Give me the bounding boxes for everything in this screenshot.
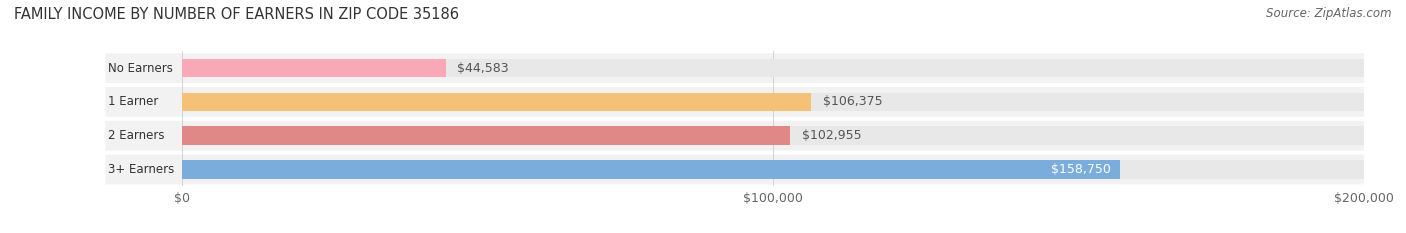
Text: $44,583: $44,583 [457,62,509,75]
Bar [183,59,1364,77]
Bar [183,160,1364,179]
Text: 3+ Earners: 3+ Earners [108,163,174,176]
Bar [183,93,1364,111]
FancyBboxPatch shape [105,121,1364,151]
FancyBboxPatch shape [105,155,1364,184]
Text: 2 Earners: 2 Earners [108,129,165,142]
Text: $106,375: $106,375 [823,96,882,108]
Text: 1 Earner: 1 Earner [108,96,159,108]
Text: FAMILY INCOME BY NUMBER OF EARNERS IN ZIP CODE 35186: FAMILY INCOME BY NUMBER OF EARNERS IN ZI… [14,7,460,22]
Text: $102,955: $102,955 [803,129,862,142]
Text: $158,750: $158,750 [1052,163,1111,176]
Bar [183,127,1364,145]
Text: Source: ZipAtlas.com: Source: ZipAtlas.com [1267,7,1392,20]
Bar [183,59,446,77]
FancyBboxPatch shape [105,87,1364,117]
Bar [183,160,1121,179]
FancyBboxPatch shape [105,53,1364,83]
Text: No Earners: No Earners [108,62,173,75]
Bar [183,127,790,145]
Bar [183,93,811,111]
